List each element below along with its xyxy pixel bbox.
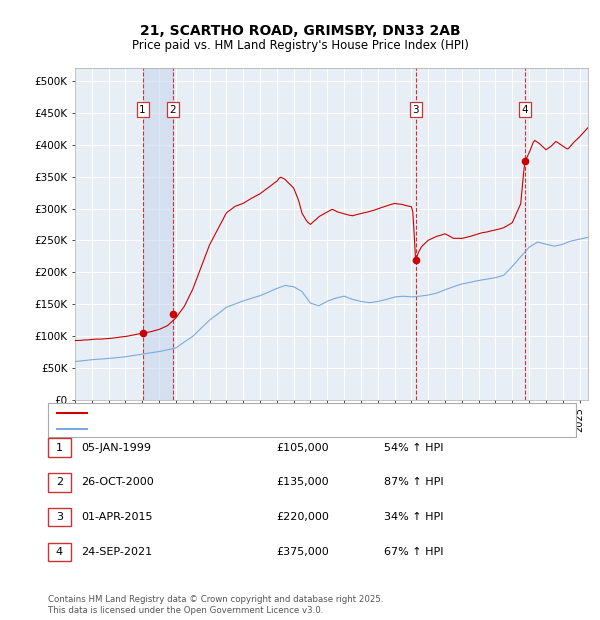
Text: 54% ↑ HPI: 54% ↑ HPI bbox=[384, 443, 443, 453]
Bar bbox=[143, 68, 173, 400]
Text: 34% ↑ HPI: 34% ↑ HPI bbox=[384, 512, 443, 522]
Text: 21, SCARTHO ROAD, GRIMSBY, DN33 2AB: 21, SCARTHO ROAD, GRIMSBY, DN33 2AB bbox=[140, 24, 460, 38]
Text: £375,000: £375,000 bbox=[276, 547, 329, 557]
Text: £220,000: £220,000 bbox=[276, 512, 329, 522]
Text: £135,000: £135,000 bbox=[276, 477, 329, 487]
Text: £105,000: £105,000 bbox=[276, 443, 329, 453]
Text: 24-SEP-2021: 24-SEP-2021 bbox=[81, 547, 152, 557]
Text: 2: 2 bbox=[56, 477, 63, 487]
Text: 05-JAN-1999: 05-JAN-1999 bbox=[81, 443, 151, 453]
Text: 3: 3 bbox=[412, 105, 419, 115]
Text: 26-OCT-2000: 26-OCT-2000 bbox=[81, 477, 154, 487]
Text: 3: 3 bbox=[56, 512, 63, 522]
Text: 4: 4 bbox=[521, 105, 528, 115]
Text: 2: 2 bbox=[170, 105, 176, 115]
Text: 4: 4 bbox=[56, 547, 63, 557]
Text: Price paid vs. HM Land Registry's House Price Index (HPI): Price paid vs. HM Land Registry's House … bbox=[131, 39, 469, 51]
Text: 01-APR-2015: 01-APR-2015 bbox=[81, 512, 152, 522]
Text: 87% ↑ HPI: 87% ↑ HPI bbox=[384, 477, 443, 487]
Text: Contains HM Land Registry data © Crown copyright and database right 2025.: Contains HM Land Registry data © Crown c… bbox=[48, 595, 383, 604]
Text: HPI: Average price, detached house, North East Lincolnshire: HPI: Average price, detached house, Nort… bbox=[93, 423, 407, 433]
Text: 67% ↑ HPI: 67% ↑ HPI bbox=[384, 547, 443, 557]
Text: 1: 1 bbox=[56, 443, 63, 453]
Text: This data is licensed under the Open Government Licence v3.0.: This data is licensed under the Open Gov… bbox=[48, 606, 323, 615]
Text: 21, SCARTHO ROAD, GRIMSBY, DN33 2AB (detached house): 21, SCARTHO ROAD, GRIMSBY, DN33 2AB (det… bbox=[93, 408, 404, 419]
Text: 1: 1 bbox=[139, 105, 146, 115]
